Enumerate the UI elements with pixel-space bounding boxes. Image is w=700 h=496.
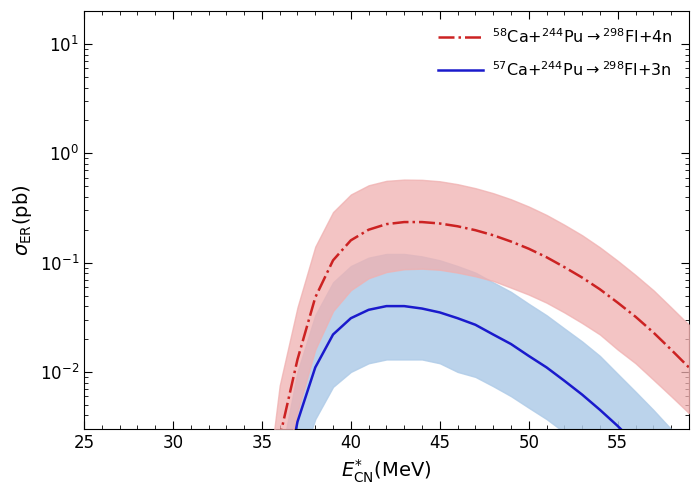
Line: $^{58}$Ca+$^{244}$Pu$\rightarrow$$^{298}$Fl+4n: $^{58}$Ca+$^{244}$Pu$\rightarrow$$^{298}…	[267, 222, 689, 496]
Y-axis label: $\sigma_{\mathrm{ER}}$(pb): $\sigma_{\mathrm{ER}}$(pb)	[11, 185, 34, 256]
$^{58}$Ca+$^{244}$Pu$\rightarrow$$^{298}$Fl+4n	[685, 365, 693, 371]
$^{57}$Ca+$^{244}$Pu$\rightarrow$$^{298}$Fl+3n	[435, 310, 444, 315]
$^{58}$Ca+$^{244}$Pu$\rightarrow$$^{298}$Fl+4n	[578, 275, 587, 281]
$^{58}$Ca+$^{244}$Pu$\rightarrow$$^{298}$Fl+4n	[667, 347, 676, 353]
$^{58}$Ca+$^{244}$Pu$\rightarrow$$^{298}$Fl+4n	[418, 219, 426, 225]
$^{57}$Ca+$^{244}$Pu$\rightarrow$$^{298}$Fl+3n	[454, 315, 462, 321]
$^{57}$Ca+$^{244}$Pu$\rightarrow$$^{298}$Fl+3n	[560, 378, 568, 384]
$^{57}$Ca+$^{244}$Pu$\rightarrow$$^{298}$Fl+3n	[667, 478, 676, 484]
$^{57}$Ca+$^{244}$Pu$\rightarrow$$^{298}$Fl+3n	[578, 392, 587, 398]
$^{57}$Ca+$^{244}$Pu$\rightarrow$$^{298}$Fl+3n	[471, 322, 480, 328]
$^{57}$Ca+$^{244}$Pu$\rightarrow$$^{298}$Fl+3n	[382, 303, 391, 309]
$^{57}$Ca+$^{244}$Pu$\rightarrow$$^{298}$Fl+3n	[365, 307, 373, 313]
X-axis label: $E^{*}_{\mathrm{CN}}$(MeV): $E^{*}_{\mathrm{CN}}$(MeV)	[342, 457, 432, 485]
$^{58}$Ca+$^{244}$Pu$\rightarrow$$^{298}$Fl+4n	[382, 221, 391, 227]
$^{58}$Ca+$^{244}$Pu$\rightarrow$$^{298}$Fl+4n	[365, 227, 373, 233]
$^{58}$Ca+$^{244}$Pu$\rightarrow$$^{298}$Fl+4n	[471, 227, 480, 233]
$^{58}$Ca+$^{244}$Pu$\rightarrow$$^{298}$Fl+4n	[489, 232, 498, 238]
$^{57}$Ca+$^{244}$Pu$\rightarrow$$^{298}$Fl+3n	[400, 303, 408, 309]
$^{58}$Ca+$^{244}$Pu$\rightarrow$$^{298}$Fl+4n	[542, 254, 551, 260]
$^{58}$Ca+$^{244}$Pu$\rightarrow$$^{298}$Fl+4n	[311, 295, 319, 301]
$^{57}$Ca+$^{244}$Pu$\rightarrow$$^{298}$Fl+3n	[631, 441, 640, 447]
$^{58}$Ca+$^{244}$Pu$\rightarrow$$^{298}$Fl+4n	[293, 357, 302, 363]
$^{58}$Ca+$^{244}$Pu$\rightarrow$$^{298}$Fl+4n	[613, 300, 622, 306]
$^{57}$Ca+$^{244}$Pu$\rightarrow$$^{298}$Fl+3n	[542, 365, 551, 371]
$^{58}$Ca+$^{244}$Pu$\rightarrow$$^{298}$Fl+4n	[596, 286, 604, 292]
$^{58}$Ca+$^{244}$Pu$\rightarrow$$^{298}$Fl+4n	[649, 329, 657, 335]
$^{57}$Ca+$^{244}$Pu$\rightarrow$$^{298}$Fl+3n	[596, 407, 604, 413]
$^{58}$Ca+$^{244}$Pu$\rightarrow$$^{298}$Fl+4n	[329, 257, 337, 263]
$^{57}$Ca+$^{244}$Pu$\rightarrow$$^{298}$Fl+3n	[346, 315, 355, 321]
$^{57}$Ca+$^{244}$Pu$\rightarrow$$^{298}$Fl+3n	[329, 331, 337, 337]
$^{58}$Ca+$^{244}$Pu$\rightarrow$$^{298}$Fl+4n	[454, 223, 462, 229]
$^{57}$Ca+$^{244}$Pu$\rightarrow$$^{298}$Fl+3n	[489, 331, 498, 337]
$^{58}$Ca+$^{244}$Pu$\rightarrow$$^{298}$Fl+4n	[507, 239, 515, 245]
$^{58}$Ca+$^{244}$Pu$\rightarrow$$^{298}$Fl+4n	[400, 219, 408, 225]
$^{57}$Ca+$^{244}$Pu$\rightarrow$$^{298}$Fl+3n	[613, 423, 622, 429]
$^{57}$Ca+$^{244}$Pu$\rightarrow$$^{298}$Fl+3n	[649, 459, 657, 465]
$^{58}$Ca+$^{244}$Pu$\rightarrow$$^{298}$Fl+4n	[435, 221, 444, 227]
$^{58}$Ca+$^{244}$Pu$\rightarrow$$^{298}$Fl+4n	[560, 264, 568, 270]
$^{58}$Ca+$^{244}$Pu$\rightarrow$$^{298}$Fl+4n	[276, 435, 284, 441]
$^{57}$Ca+$^{244}$Pu$\rightarrow$$^{298}$Fl+3n	[524, 353, 533, 359]
$^{58}$Ca+$^{244}$Pu$\rightarrow$$^{298}$Fl+4n	[631, 314, 640, 320]
$^{58}$Ca+$^{244}$Pu$\rightarrow$$^{298}$Fl+4n	[346, 237, 355, 243]
$^{57}$Ca+$^{244}$Pu$\rightarrow$$^{298}$Fl+3n	[293, 419, 302, 425]
$^{57}$Ca+$^{244}$Pu$\rightarrow$$^{298}$Fl+3n	[507, 341, 515, 347]
Line: $^{57}$Ca+$^{244}$Pu$\rightarrow$$^{298}$Fl+3n: $^{57}$Ca+$^{244}$Pu$\rightarrow$$^{298}…	[280, 306, 689, 496]
$^{57}$Ca+$^{244}$Pu$\rightarrow$$^{298}$Fl+3n	[418, 306, 426, 311]
$^{58}$Ca+$^{244}$Pu$\rightarrow$$^{298}$Fl+4n	[524, 246, 533, 251]
$^{57}$Ca+$^{244}$Pu$\rightarrow$$^{298}$Fl+3n	[311, 365, 319, 371]
Legend: $^{58}$Ca+$^{244}$Pu$\rightarrow$$^{298}$Fl+4n, $^{57}$Ca+$^{244}$Pu$\rightarrow: $^{58}$Ca+$^{244}$Pu$\rightarrow$$^{298}…	[430, 19, 681, 87]
